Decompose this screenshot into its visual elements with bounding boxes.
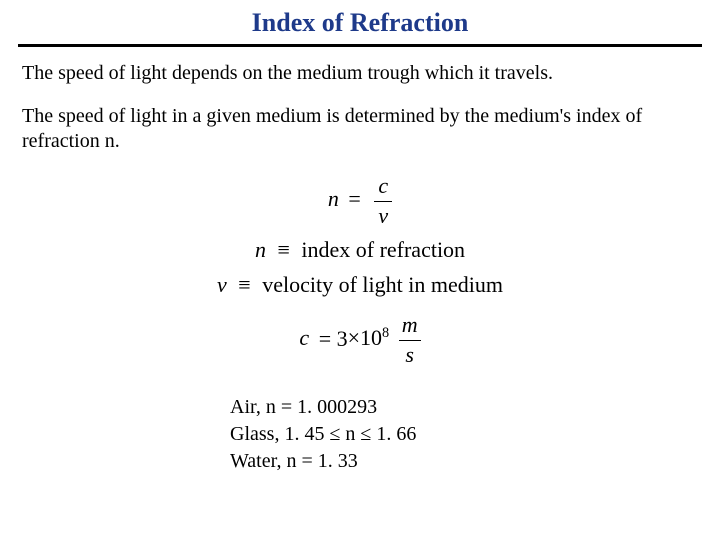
equation-block: n = c v n ≡ index of refraction v ≡ velo… (0, 172, 720, 370)
c-exp: 8 (382, 325, 389, 341)
def-v-text: velocity of light in medium (262, 272, 503, 297)
c-lhs: c (299, 326, 309, 351)
def-n-text: index of refraction (301, 237, 465, 262)
c-unit-fraction: m s (399, 311, 421, 369)
equation-def-v: v ≡ velocity of light in medium (0, 271, 720, 300)
congruent-1: ≡ (277, 237, 289, 262)
paragraph-1: The speed of light depends on the medium… (22, 61, 698, 86)
def-n-sym: n (255, 237, 266, 262)
c-ten: 10 (360, 326, 382, 351)
value-glass: Glass, 1. 45 ≤ n ≤ 1. 66 (230, 421, 720, 448)
equation-def-n: n ≡ index of refraction (0, 236, 720, 265)
c-unit-den: s (399, 340, 421, 370)
eq-n-lhs: n (328, 186, 339, 211)
eq-equals: = (348, 186, 360, 211)
title-rule (18, 44, 702, 47)
equation-c-value: c = 3×108 m s (0, 311, 720, 369)
value-water: Water, n = 1. 33 (230, 448, 720, 475)
paragraph-2: The speed of light in a given medium is … (22, 104, 698, 154)
eq-fraction: c v (374, 172, 392, 230)
c-eq-3: = 3 (319, 326, 348, 351)
c-unit-num: m (399, 311, 421, 340)
c-times: × (348, 326, 360, 351)
def-v-sym: v (217, 272, 227, 297)
equation-n-formula: n = c v (0, 172, 720, 230)
page-title: Index of Refraction (0, 0, 720, 44)
values-list: Air, n = 1. 000293 Glass, 1. 45 ≤ n ≤ 1.… (230, 394, 720, 475)
value-air: Air, n = 1. 000293 (230, 394, 720, 421)
eq-frac-den: v (374, 201, 392, 231)
eq-frac-num: c (374, 172, 392, 201)
congruent-2: ≡ (238, 272, 250, 297)
